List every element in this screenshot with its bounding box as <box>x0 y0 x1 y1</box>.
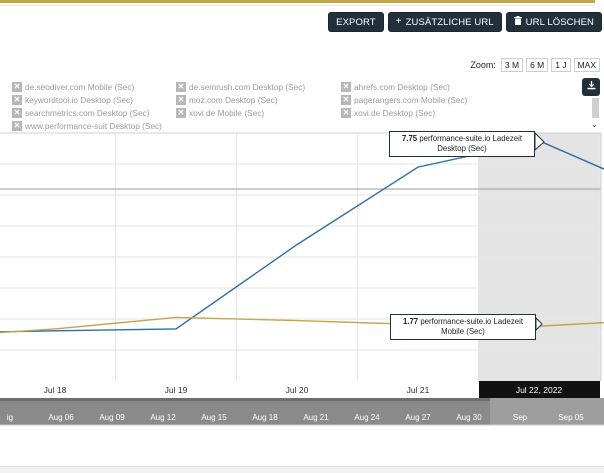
tooltip-desktop: 7.75 performance-suite.io Ladezeit Deskt… <box>389 131 535 158</box>
legend-toggle-icon: ✕ <box>12 82 22 92</box>
navigator-tick-label: Aug 24 <box>354 413 380 422</box>
legend-item[interactable]: ✕ de.semrush.com Desktop (Sec) <box>176 82 305 92</box>
legend-item[interactable]: ✕ xovi.de Desktop (Sec) <box>341 108 435 118</box>
legend-item-label: searchmetrics.com Desktop (Sec) <box>25 108 150 118</box>
chart-legend: ✕ de.seodiver.com Mobile (Sec) ✕ de.semr… <box>10 80 590 132</box>
x-tick-label: Jul 18 <box>44 385 67 395</box>
x-axis-band <box>0 381 601 398</box>
legend-item[interactable]: ✕ de.seodiver.com Mobile (Sec) <box>12 82 134 92</box>
legend-item[interactable]: ✕ keywordtool.io Desktop (Sec) <box>12 95 133 105</box>
navigator-tick-label: Aug 12 <box>150 413 176 422</box>
chevron-down-icon[interactable]: ⌄ <box>591 120 598 129</box>
legend-item-label: pagerangers.com Mobile (Sec) <box>354 95 468 105</box>
tooltip-mobile-pointer <box>535 316 543 332</box>
navigator-top-band <box>0 398 604 401</box>
zoom-selector: Zoom: 3 M 6 M 1 J MAX <box>470 58 600 72</box>
zoom-3m-button[interactable]: 3 M <box>500 58 524 72</box>
tooltip-mobile-text: performance-suite.io Ladezeit <box>420 317 524 326</box>
navigator-tick-label: Aug 30 <box>456 413 482 422</box>
export-label: EXPORT <box>336 16 376 28</box>
legend-toggle-icon: ✕ <box>12 121 22 131</box>
zoom-label: Zoom: <box>470 60 496 70</box>
legend-scrollbar[interactable]: ⌄ <box>590 98 601 132</box>
legend-item[interactable]: ✕ xovi.de Mobile (Sec) <box>176 108 264 118</box>
plus-icon: + <box>395 16 402 27</box>
x-tick-label: Jul 19 <box>165 385 188 395</box>
header-divider <box>0 5 595 6</box>
zoom-6m-button[interactable]: 6 M <box>526 58 549 72</box>
navigator-tick-label: Aug 18 <box>252 413 278 422</box>
download-button[interactable] <box>582 78 600 96</box>
x-axis-highlight <box>479 381 600 398</box>
legend-toggle-icon: ✕ <box>176 82 186 92</box>
legend-toggle-icon: ✕ <box>12 108 22 118</box>
legend-item-label: de.semrush.com Desktop (Sec) <box>189 82 306 92</box>
tooltip-desktop-text2: Desktop (Sec) <box>437 144 487 154</box>
tooltip-mobile: 1.77 performance-suite.io Ladezeit Mobil… <box>390 314 536 341</box>
x-tick-label: Jul 21 <box>407 385 430 395</box>
navigator-selection <box>490 398 604 425</box>
trash-icon <box>513 16 522 28</box>
legend-item[interactable]: ✕ pagerangers.com Mobile (Sec) <box>341 95 467 105</box>
legend-item[interactable]: ✕ searchmetrics.com Desktop (Sec) <box>12 108 150 118</box>
navigator-tick-label: Aug 15 <box>201 413 227 422</box>
add-url-button[interactable]: + ZUSÄTZLICHE URL <box>387 12 502 32</box>
legend-toggle-icon: ✕ <box>176 108 186 118</box>
tooltip-desktop-text: performance-suite.io Ladezeit <box>419 134 523 143</box>
navigator-tick-label: ig <box>7 413 13 422</box>
navigator-tick-label: Aug 21 <box>303 413 329 422</box>
navigator-tick-label: Aug 09 <box>99 413 125 422</box>
navigator-tick-label: Sep <box>513 413 528 422</box>
legend-item-label: ahrefs.com Desktop (Sec) <box>354 82 450 92</box>
legend-toggle-icon: ✕ <box>341 108 351 118</box>
navigator-tick-label: Aug 06 <box>48 413 74 422</box>
chart-toolbar: EXPORT + ZUSÄTZLICHE URL URL LÖSCHEN <box>328 12 602 32</box>
zoom-1j-button[interactable]: 1 J <box>551 58 571 72</box>
tooltip-mobile-value: 1.77 <box>402 317 419 326</box>
download-icon <box>587 81 596 93</box>
legend-item[interactable]: ✕ www.performance-suit Desktop (Sec) <box>12 121 162 131</box>
header-accent-bar <box>0 0 595 3</box>
page-footer-strip <box>0 466 604 473</box>
legend-toggle-icon: ✕ <box>341 82 351 92</box>
tooltip-desktop-pointer <box>534 131 545 152</box>
add-url-label: ZUSÄTZLICHE URL <box>405 16 494 28</box>
legend-item[interactable]: ✕ moz.com Desktop (Sec) <box>176 95 278 105</box>
legend-toggle-icon: ✕ <box>176 95 186 105</box>
tooltip-mobile-text2: Mobile (Sec) <box>441 327 485 337</box>
legend-toggle-icon: ✕ <box>12 95 22 105</box>
x-tick-label: Jul 20 <box>286 385 309 395</box>
zoom-max-button[interactable]: MAX <box>573 58 600 72</box>
legend-toggle-icon: ✕ <box>341 95 351 105</box>
legend-item[interactable]: ✕ ahrefs.com Desktop (Sec) <box>341 82 450 92</box>
legend-item-label: de.seodiver.com Mobile (Sec) <box>25 82 135 92</box>
export-button[interactable]: EXPORT <box>328 12 384 32</box>
legend-item-label: www.performance-suit Desktop (Sec) <box>25 121 162 131</box>
x-tick-label: Jul 22, 2022 <box>516 385 563 395</box>
legend-item-label: keywordtool.io Desktop (Sec) <box>25 95 133 105</box>
delete-url-label: URL LÖSCHEN <box>525 16 594 28</box>
legend-item-label: xovi.de Mobile (Sec) <box>189 108 265 118</box>
legend-scroll-thumb[interactable] <box>592 98 599 118</box>
navigator-tick-label: Sep 05 <box>558 413 584 422</box>
tooltip-desktop-value: 7.75 <box>401 134 418 143</box>
delete-url-button[interactable]: URL LÖSCHEN <box>505 12 602 32</box>
legend-item-label: moz.com Desktop (Sec) <box>189 95 278 105</box>
legend-item-label: xovi.de Desktop (Sec) <box>354 108 436 118</box>
navigator-tick-label: Aug 27 <box>405 413 431 422</box>
